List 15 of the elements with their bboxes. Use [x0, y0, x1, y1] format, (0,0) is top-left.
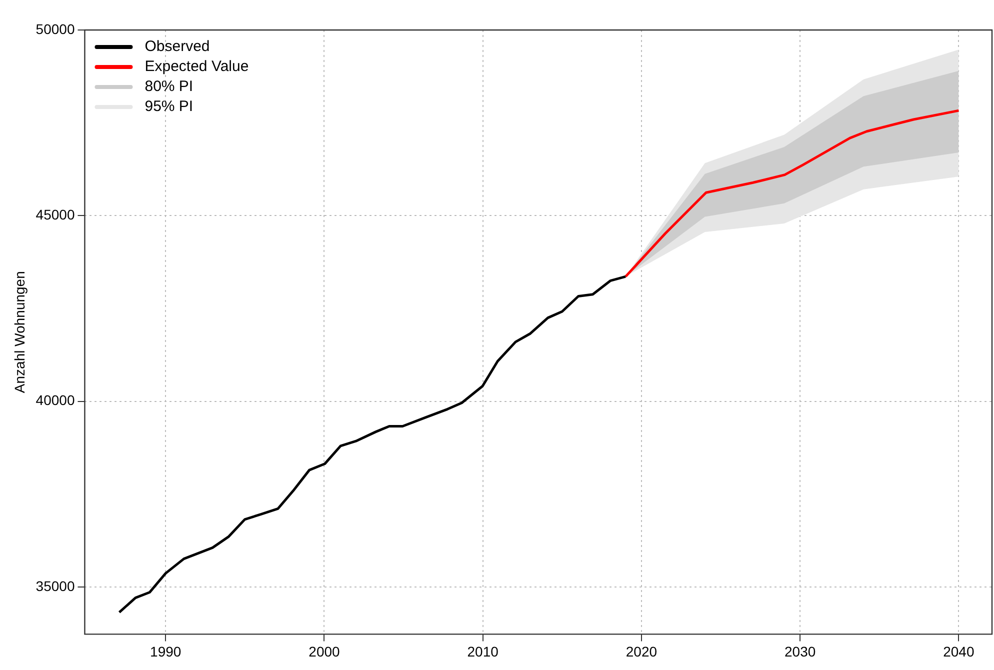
legend-label: 95% PI	[144, 98, 194, 116]
legend-label: Expected Value	[144, 58, 249, 76]
x-tick-label: 2010	[467, 643, 499, 660]
x-tick-label: 2040	[943, 643, 974, 660]
y-axis-title: Anzahl Wohnungen	[11, 271, 28, 394]
y-tick-label: 50000	[36, 20, 75, 37]
legend-label: Observed	[144, 38, 210, 56]
x-tick-label: 1990	[150, 643, 182, 660]
y-tick-label: 40000	[36, 392, 75, 408]
y-tick-label: 45000	[36, 206, 75, 223]
x-tick-label: 2000	[308, 643, 340, 660]
x-tick-label: 2020	[626, 643, 658, 660]
legend-label: 80% PI	[144, 78, 194, 96]
y-tick-label: 35000	[36, 578, 75, 594]
x-tick-label: 2030	[784, 643, 816, 660]
